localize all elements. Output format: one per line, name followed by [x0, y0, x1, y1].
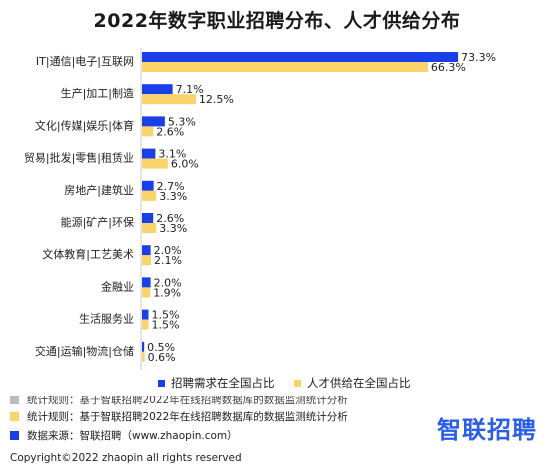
- data-label-supply: 0.6%: [148, 351, 176, 364]
- data-label-supply: 66.3%: [431, 61, 466, 74]
- bar-demand: [142, 341, 145, 352]
- category-label: 贸易|批发|零售|租赁业: [24, 151, 134, 165]
- bar-supply: [142, 190, 157, 201]
- ghost-box: [10, 396, 19, 404]
- data-label-demand: 2.6%: [156, 212, 184, 225]
- bar-supply: [142, 351, 145, 362]
- data-label-demand: 2.0%: [154, 244, 182, 257]
- bar-supply: [142, 158, 168, 169]
- data-source-text: 数据来源：智联招聘（www.zhaopin.com）: [27, 430, 238, 442]
- bar-demand: [142, 148, 156, 159]
- data-label-supply: 1.5%: [151, 319, 179, 332]
- copyright-text: Copyright©2022 zhaopin all rights reserv…: [10, 452, 242, 464]
- bar-demand: [142, 309, 149, 320]
- category-label: 交通|运输|物流|仓储: [35, 344, 134, 358]
- bar-demand: [142, 84, 173, 95]
- overlapped-footer-text: 统计规则：基于智联招聘2022年在线招聘数据库的数据监测统计分析: [0, 396, 554, 405]
- bar-supply: [142, 255, 152, 266]
- data-label-demand: 2.0%: [154, 276, 182, 289]
- bar-demand: [142, 180, 154, 191]
- category-label: 生产|加工|制造: [61, 86, 134, 100]
- data-label-supply: 2.1%: [154, 254, 182, 267]
- data-label-supply: 2.6%: [156, 125, 184, 138]
- data-label-supply: 1.9%: [153, 286, 181, 299]
- legend-swatch-supply: [294, 379, 301, 387]
- data-label-demand: 7.1%: [176, 83, 204, 96]
- data-label-demand: 5.3%: [168, 115, 196, 128]
- legend-label-supply: 人才供给在全国占比: [307, 376, 411, 390]
- data-label-demand: 73.3%: [461, 51, 496, 64]
- data-label-supply: 12.5%: [199, 93, 234, 106]
- stat-rule-text: 统计规则：基于智联招聘2022年在线招聘数据库的数据监测统计分析: [27, 411, 348, 423]
- legend-swatch-demand: [158, 379, 165, 387]
- legend-item-demand: 招聘需求在全国占比: [158, 375, 275, 391]
- category-label: 金融业: [101, 279, 134, 293]
- category-label: 文体教育|工艺美术: [42, 247, 134, 261]
- data-label-supply: 3.3%: [159, 190, 187, 203]
- data-label-demand: 3.1%: [158, 148, 186, 161]
- category-label: IT|通信|电子|互联网: [36, 55, 134, 68]
- category-label: 房地产|建筑业: [64, 183, 134, 197]
- bar-supply: [142, 126, 154, 137]
- bar-chart: IT|通信|电子|互联网 73.3%66.3% 生产|加工|制造 7.1%12.5% 文…: [24, 48, 496, 370]
- data-label-supply: 3.3%: [159, 222, 187, 235]
- category-label: 生活服务业: [79, 312, 134, 326]
- bar-supply: [142, 62, 428, 72]
- bar-demand: [142, 213, 154, 223]
- bar-demand: [142, 116, 165, 127]
- data-source-box: [10, 431, 19, 440]
- stat-rule-box: [10, 412, 19, 421]
- bar-supply: [142, 287, 151, 298]
- ghost-text: 统计规则：基于智联招聘2022年在线招聘数据库的数据监测统计分析: [27, 396, 348, 405]
- category-label: 文化|传媒|娱乐|体育: [35, 118, 134, 132]
- footer-data-source: 数据来源：智联招聘（www.zhaopin.com）: [10, 428, 238, 443]
- bar-demand: [142, 245, 151, 256]
- legend-label-demand: 招聘需求在全国占比: [171, 376, 275, 390]
- chart-legend: 招聘需求在全国占比 人才供给在全国占比: [0, 375, 554, 391]
- category-label: 能源|矿产|环保: [61, 215, 134, 229]
- data-label-demand: 0.5%: [147, 341, 175, 354]
- bar-supply: [142, 223, 157, 233]
- data-label-demand: 2.7%: [157, 180, 185, 193]
- chart-title: 2022年数字职业招聘分布、人才供给分布: [93, 10, 461, 32]
- zhaopin-logo: 智联招聘: [437, 416, 537, 444]
- bar-supply: [142, 319, 149, 330]
- footer-stat-rule: 统计规则：基于智联招聘2022年在线招聘数据库的数据监测统计分析: [10, 409, 348, 424]
- bar-demand: [142, 52, 459, 62]
- bar-demand: [142, 277, 151, 288]
- data-label-demand: 1.5%: [151, 309, 179, 322]
- bar-supply: [142, 94, 196, 105]
- legend-item-supply: 人才供给在全国占比: [294, 375, 411, 391]
- data-label-supply: 6.0%: [171, 158, 199, 171]
